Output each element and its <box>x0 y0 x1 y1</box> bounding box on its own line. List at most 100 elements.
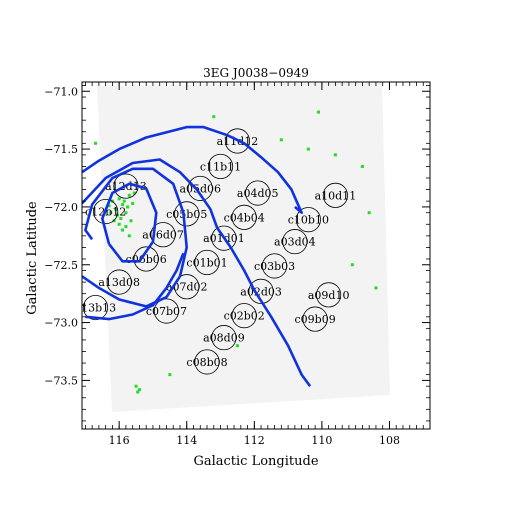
source-point <box>360 164 364 168</box>
field-circle <box>174 201 200 227</box>
source-point <box>109 211 113 215</box>
field-circle <box>295 207 321 233</box>
source-point <box>168 373 172 377</box>
field-circle <box>194 349 220 375</box>
field-label: a06d07 <box>142 229 184 242</box>
field-label: c04b04 <box>224 211 265 224</box>
source-point <box>122 199 126 203</box>
field-circle <box>153 298 180 324</box>
field-circle <box>211 225 237 251</box>
field-circle <box>231 204 257 230</box>
contour-line-5 <box>101 182 158 263</box>
source-point <box>317 110 321 114</box>
field-label: c13b13 <box>75 302 116 315</box>
field-circle <box>82 294 109 321</box>
source-point <box>306 147 310 151</box>
source-point <box>127 234 131 238</box>
contour-line-2 <box>82 158 312 387</box>
field-label: a03d04 <box>274 236 316 249</box>
field-label: c10b10 <box>288 214 329 227</box>
field-circle <box>211 325 237 351</box>
source-point <box>107 204 111 208</box>
field-label: c08b08 <box>186 356 227 369</box>
field-label: c09b09 <box>295 313 336 326</box>
plot-frame <box>81 81 431 430</box>
y-tick-label: −71.0 <box>44 85 78 98</box>
x-axis-label: Galactic Longitude <box>193 454 318 469</box>
source-point <box>333 153 337 157</box>
contour-line-4 <box>85 252 185 321</box>
source-point <box>124 225 128 229</box>
source-point <box>279 138 283 142</box>
field-circle <box>282 229 308 255</box>
field-label: a13d08 <box>98 276 140 289</box>
chart-title: 3EG J0038−0949 <box>203 66 309 80</box>
source-point <box>121 203 125 207</box>
field-label: a02d03 <box>240 285 282 298</box>
source-point <box>350 263 354 267</box>
field-label: c07b07 <box>146 305 187 318</box>
field-label: c03b03 <box>254 260 295 273</box>
source-point <box>121 228 125 232</box>
field-label: c06b06 <box>126 253 167 266</box>
contour-lines <box>82 125 312 387</box>
source-point <box>235 344 239 348</box>
field-circle <box>224 128 250 154</box>
field-label: a10d11 <box>315 189 357 202</box>
source-point <box>117 197 121 201</box>
contour-line-1 <box>82 125 303 214</box>
field-circle <box>302 306 328 332</box>
y-tick-label: −72.5 <box>44 259 78 272</box>
source-point <box>114 207 118 211</box>
x-tick-label: 108 <box>379 434 400 447</box>
field-circle <box>245 180 271 206</box>
field-label: c11b11 <box>200 160 241 173</box>
field-label: a08d09 <box>203 332 245 345</box>
source-point <box>124 211 128 215</box>
contour-line-3 <box>82 167 188 308</box>
field-circle <box>207 153 234 179</box>
field-circle <box>106 269 132 295</box>
image-footprint <box>97 82 390 412</box>
source-point <box>126 205 130 209</box>
x-tick-label: 112 <box>244 434 265 447</box>
source-point <box>136 390 140 394</box>
source-point <box>127 193 131 197</box>
field-circle <box>231 303 257 329</box>
field-circle <box>194 249 220 276</box>
y-tick-label: −73.0 <box>44 317 78 330</box>
source-point <box>212 115 216 119</box>
field-circle <box>316 282 342 308</box>
field-label: c02b02 <box>224 310 265 323</box>
y-tick-label: −73.5 <box>44 374 78 387</box>
source-point <box>131 201 135 205</box>
field-circle <box>150 222 176 248</box>
x-tick-label: 114 <box>176 434 197 447</box>
field-circle <box>187 175 213 201</box>
source-point <box>374 286 378 290</box>
field-circle <box>262 253 288 279</box>
y-tick-label: −72.0 <box>44 201 78 214</box>
source-point <box>137 388 141 392</box>
field-circle <box>93 198 119 225</box>
source-point <box>119 216 123 220</box>
field-label: c05b05 <box>166 208 207 221</box>
y-tick-label: −71.5 <box>44 143 78 156</box>
field-label: a09d10 <box>308 289 350 302</box>
field-circle <box>133 246 159 272</box>
field-label: c01b01 <box>186 256 227 269</box>
field-label: a05d06 <box>179 182 221 195</box>
field-label: a04d05 <box>237 187 279 200</box>
field-circle <box>322 182 348 208</box>
axis-ticks: 116 114 112 110 108 −71.0 −71.5 −72.0 −72.5 −73.0… <box>44 82 430 447</box>
x-tick-label: 116 <box>109 434 130 447</box>
x-tick-label: 110 <box>311 434 332 447</box>
source-point <box>367 211 371 215</box>
source-point <box>132 191 136 195</box>
source-point <box>129 219 133 223</box>
y-axis-label: Galactic Latitude <box>25 201 40 315</box>
source-point <box>117 222 121 226</box>
field-circle <box>248 278 274 304</box>
source-point <box>134 384 138 388</box>
